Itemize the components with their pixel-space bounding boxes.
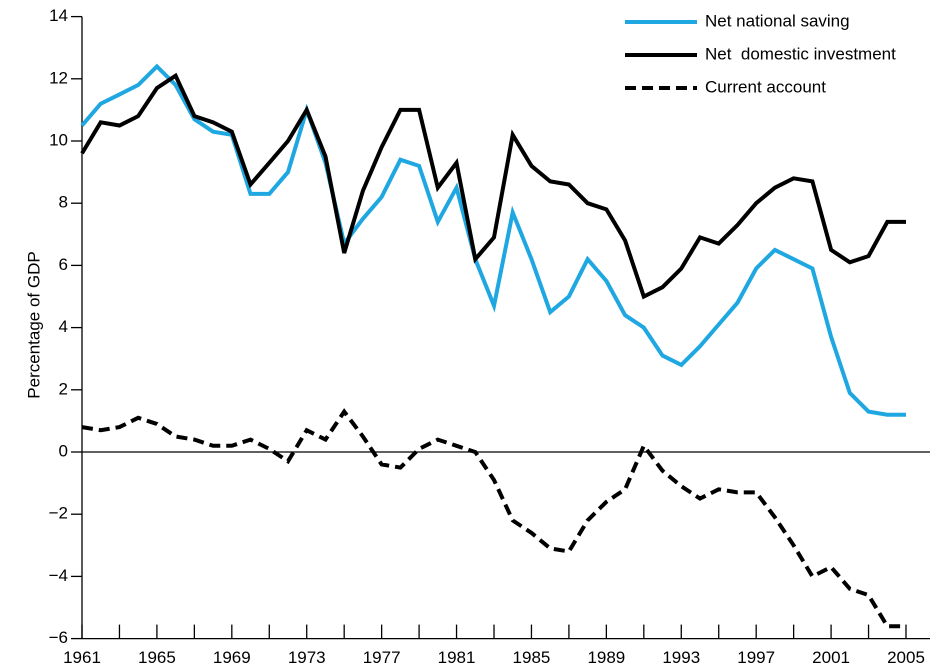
y-axis-label: Percentage of GDP bbox=[24, 251, 43, 398]
y-tick-label: 6 bbox=[59, 255, 68, 274]
series-line bbox=[81, 408, 906, 629]
x-tick-label: 1993 bbox=[662, 648, 700, 667]
x-tick-label: 1989 bbox=[587, 648, 625, 667]
y-tick-label: −4 bbox=[49, 566, 68, 585]
x-tick-label: 1981 bbox=[438, 648, 476, 667]
series-line bbox=[80, 63, 906, 417]
y-tick-label: 8 bbox=[59, 193, 68, 212]
y-tick-label: 10 bbox=[49, 130, 68, 149]
y-tick-label: −2 bbox=[49, 504, 68, 523]
x-tick-label: 1969 bbox=[213, 648, 251, 667]
x-tick-label: 2005 bbox=[887, 648, 925, 667]
y-tick-label: 0 bbox=[59, 441, 68, 460]
x-tick-label: 2001 bbox=[812, 648, 850, 667]
y-tick-label: 4 bbox=[59, 317, 68, 336]
x-tick-label: 1961 bbox=[63, 648, 101, 667]
series-line bbox=[80, 72, 906, 300]
legend-label: Net domestic investment bbox=[705, 44, 896, 63]
y-tick-label: 12 bbox=[49, 68, 68, 87]
x-tick-label: 1965 bbox=[138, 648, 176, 667]
y-tick-label: 14 bbox=[49, 6, 68, 25]
x-tick-label: 1997 bbox=[737, 648, 775, 667]
x-tick-label: 1977 bbox=[363, 648, 401, 667]
x-tick-label: 1973 bbox=[288, 648, 326, 667]
y-tick-label: −6 bbox=[49, 628, 68, 647]
y-tick-label: 2 bbox=[59, 379, 68, 398]
x-tick-label: 1985 bbox=[513, 648, 551, 667]
legend-label: Current account bbox=[705, 77, 826, 96]
legend-label: Net national saving bbox=[705, 11, 850, 30]
